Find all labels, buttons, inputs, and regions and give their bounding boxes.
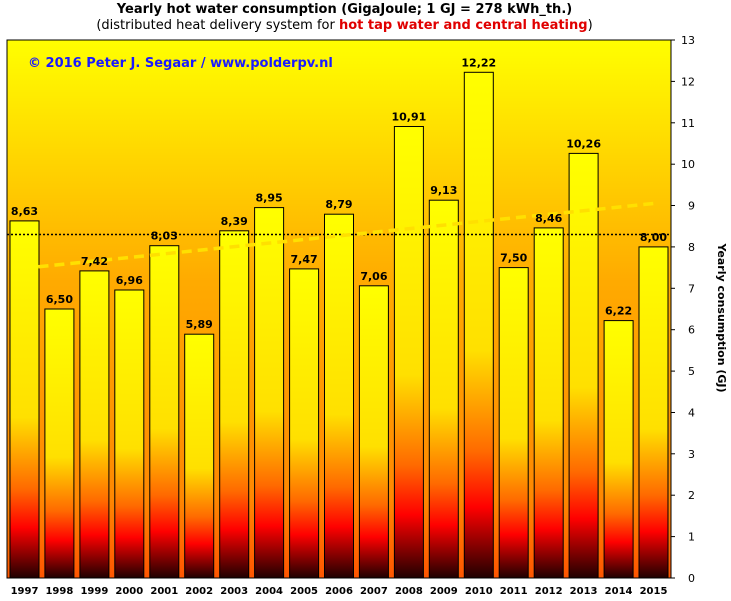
x-tick-label-2003: 2003 [220, 586, 248, 597]
x-tick-label-2005: 2005 [290, 586, 318, 597]
subtitle-highlight: hot tap water and central heating [338, 18, 588, 33]
value-label-2001: 8,03 [151, 230, 178, 243]
value-label-2003: 8,39 [221, 215, 248, 228]
x-tick-label-1997: 1997 [11, 586, 39, 597]
bar-2003 [219, 230, 250, 579]
bar-2008 [393, 126, 424, 579]
bar-2014 [603, 320, 634, 579]
value-label-2006: 8,79 [325, 198, 352, 211]
x-tick-label-2006: 2006 [325, 586, 353, 597]
x-tick-label-2010: 2010 [465, 586, 493, 597]
x-tick-label-1999: 1999 [80, 586, 108, 597]
y-tick-label-1: 1 [688, 531, 695, 544]
value-label-2015: 8,00 [640, 231, 667, 244]
value-label-1997: 8,63 [11, 205, 38, 218]
x-tick-label-2014: 2014 [605, 586, 633, 597]
bar-2010 [463, 71, 494, 579]
x-tick-label-2011: 2011 [500, 586, 528, 597]
value-label-2013: 10,26 [566, 137, 601, 150]
y-tick-label-12: 12 [681, 75, 695, 88]
bar-2004 [254, 207, 285, 579]
bar-2002 [184, 333, 215, 579]
value-label-2005: 7,47 [291, 253, 318, 266]
y-tick-label-11: 11 [681, 117, 695, 130]
bar-2007 [358, 285, 389, 579]
bar-2013 [568, 152, 599, 579]
x-tick-label-2015: 2015 [640, 586, 668, 597]
y-axis-label: Yearly consumption (GJ) [715, 242, 728, 392]
bar-2000 [114, 289, 145, 579]
y-tick-label-5: 5 [688, 365, 695, 378]
x-tick-label-2008: 2008 [395, 586, 423, 597]
y-tick-label-0: 0 [688, 572, 695, 585]
bar-2011 [498, 267, 529, 579]
x-tick-label-2009: 2009 [430, 586, 458, 597]
value-label-2012: 8,46 [535, 212, 562, 225]
value-label-2014: 6,22 [605, 305, 632, 318]
value-label-2009: 9,13 [430, 184, 457, 197]
y-tick-label-10: 10 [681, 158, 695, 171]
bar-2005 [289, 268, 320, 579]
chart-title: Yearly hot water consumption (GigaJoule;… [116, 2, 573, 17]
bar-2015 [638, 246, 669, 579]
x-tick-label-2000: 2000 [115, 586, 143, 597]
value-label-2002: 5,89 [186, 318, 213, 331]
subtitle-before: (distributed heat delivery system for [96, 18, 339, 33]
value-label-2011: 7,50 [500, 252, 527, 265]
value-label-1998: 6,50 [46, 293, 73, 306]
y-tick-label-7: 7 [688, 282, 695, 295]
value-label-1999: 7,42 [81, 255, 108, 268]
subtitle-after: ) [587, 18, 593, 33]
chart-subtitle: (distributed heat delivery system for ho… [0, 18, 689, 33]
bar-1998 [44, 308, 75, 579]
copyright-text: © 2016 Peter J. Segaar / www.polderpv.nl [28, 56, 333, 71]
y-tick-label-8: 8 [688, 241, 695, 254]
y-tick-label-4: 4 [688, 407, 695, 420]
bar-1997 [9, 220, 40, 579]
x-tick-label-2001: 2001 [150, 586, 178, 597]
y-tick-label-2: 2 [688, 489, 695, 502]
y-tick-label-13: 13 [681, 34, 695, 47]
x-tick-label-2013: 2013 [570, 586, 598, 597]
value-label-2007: 7,06 [360, 270, 387, 283]
y-tick-label-3: 3 [688, 448, 695, 461]
bar-2012 [533, 227, 564, 579]
trend-line [38, 201, 654, 269]
bar-2006 [324, 213, 354, 579]
bar-1999 [79, 270, 110, 579]
value-label-2000: 6,96 [116, 274, 143, 287]
x-tick-label-2004: 2004 [255, 586, 283, 597]
value-label-2004: 8,95 [256, 192, 283, 205]
x-tick-label-2002: 2002 [185, 586, 213, 597]
y-tick-label-6: 6 [688, 324, 695, 337]
value-label-2010: 12,22 [461, 56, 496, 69]
value-label-2008: 10,91 [392, 111, 427, 124]
y-tick-label-9: 9 [688, 200, 695, 213]
x-tick-label-2007: 2007 [360, 586, 388, 597]
bar-2009 [428, 199, 459, 579]
x-tick-label-2012: 2012 [535, 586, 563, 597]
x-tick-label-1998: 1998 [45, 586, 73, 597]
bar-2001 [149, 245, 180, 579]
